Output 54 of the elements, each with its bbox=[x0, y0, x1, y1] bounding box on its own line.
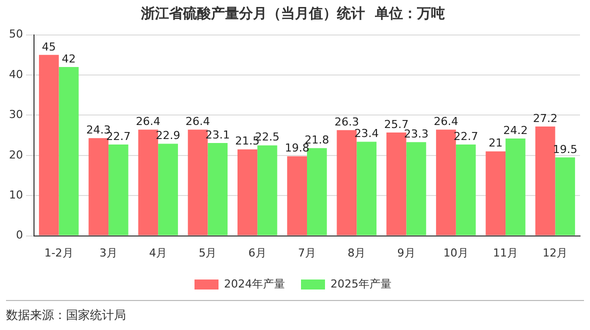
bar bbox=[456, 144, 476, 236]
data-label: 45 bbox=[42, 40, 56, 54]
x-tick-label: 11月 bbox=[493, 246, 518, 260]
data-label: 26.4 bbox=[434, 115, 458, 128]
bar bbox=[307, 148, 327, 236]
x-tick-label: 3月 bbox=[99, 246, 118, 260]
data-label: 24.3 bbox=[86, 123, 111, 136]
legend-label: 2025年产量 bbox=[330, 277, 392, 290]
bar bbox=[336, 130, 357, 236]
bar bbox=[386, 132, 406, 236]
source-note: 数据来源：国家统计局 bbox=[6, 308, 126, 322]
x-tick-label: 10月 bbox=[443, 246, 468, 260]
bar bbox=[108, 144, 128, 236]
x-tick-label: 8月 bbox=[348, 246, 366, 260]
bar bbox=[436, 130, 456, 236]
bar bbox=[506, 138, 526, 236]
bar bbox=[257, 145, 278, 236]
x-tick-label: 9月 bbox=[397, 246, 416, 260]
x-tick-label: 4月 bbox=[149, 246, 168, 260]
bar bbox=[555, 157, 576, 236]
data-label: 23.3 bbox=[404, 127, 428, 140]
data-label: 24.2 bbox=[503, 124, 528, 137]
bar bbox=[486, 151, 506, 236]
bar bbox=[138, 130, 158, 236]
legend-label: 2024年产量 bbox=[224, 277, 286, 290]
x-tick-label: 12月 bbox=[542, 246, 568, 260]
y-tick-label: 0 bbox=[16, 228, 23, 242]
y-tick-label: 40 bbox=[8, 68, 23, 81]
data-label: 42 bbox=[62, 52, 76, 66]
bar bbox=[238, 149, 258, 236]
x-tick-label: 7月 bbox=[298, 246, 316, 260]
bar bbox=[58, 66, 79, 236]
data-label: 26.3 bbox=[334, 115, 359, 128]
y-tick-label: 30 bbox=[8, 108, 23, 122]
data-label: 26.4 bbox=[136, 115, 160, 128]
x-tick-label: 1-2月 bbox=[44, 246, 74, 260]
bar bbox=[158, 144, 178, 236]
bar bbox=[38, 54, 59, 236]
bar bbox=[88, 138, 108, 236]
y-tick-label: 50 bbox=[8, 28, 23, 41]
y-tick-label: 10 bbox=[8, 188, 23, 202]
data-label: 27.2 bbox=[533, 112, 558, 125]
x-tick-label: 5月 bbox=[198, 246, 217, 260]
bar bbox=[356, 142, 376, 236]
chart-title: 浙江省硫酸产量分月（当月值）统计 单位：万吨 bbox=[140, 5, 445, 22]
data-label: 21 bbox=[488, 136, 503, 150]
bar bbox=[287, 156, 307, 236]
bar bbox=[208, 142, 228, 236]
data-label: 26.4 bbox=[186, 115, 210, 128]
x-tick-label: 6月 bbox=[248, 246, 266, 260]
bar bbox=[406, 142, 426, 236]
bar bbox=[188, 130, 208, 236]
bar bbox=[535, 126, 556, 236]
y-tick-label: 20 bbox=[8, 148, 23, 162]
